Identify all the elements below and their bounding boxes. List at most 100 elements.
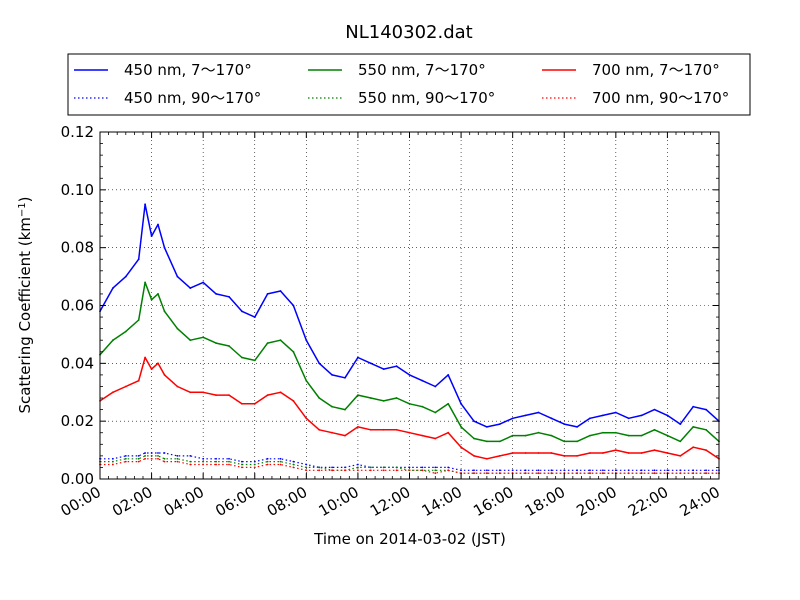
data-point [421,434,424,437]
y-tick-label: 0.12 [61,123,94,141]
data-point [692,405,695,408]
data-point [666,452,669,454]
data-point [253,316,256,318]
data-point [589,469,591,472]
data-point [679,440,682,443]
data-point [202,463,205,466]
data-point [511,452,514,454]
data-point [395,428,398,431]
legend-label-5: 550 nm, 90～170° [358,89,495,107]
data-point [305,339,308,342]
data-point [602,469,604,472]
data-point [627,472,630,475]
data-point [705,408,707,411]
data-point [486,472,488,475]
data-point [614,469,617,472]
data-point [144,356,147,359]
data-point [614,431,617,434]
data-point [576,426,578,428]
data-point [150,368,153,370]
data-point [124,457,127,460]
data-point [473,455,475,457]
data-point [434,472,437,475]
data-point [550,472,553,475]
data-point [137,457,140,460]
data-point [331,405,333,408]
data-point [241,460,243,463]
data-point [473,472,475,475]
data-point [653,472,656,475]
data-point [150,452,153,454]
data-point [318,466,321,469]
data-point [511,434,514,437]
data-point [447,374,450,376]
data-point [537,452,540,454]
data-point [666,469,669,472]
data-point [215,342,218,344]
data-point [666,434,669,437]
data-point [653,449,656,451]
data-point [614,449,617,451]
data-point [305,466,308,469]
data-point [344,466,346,469]
data-point [176,455,179,457]
data-point [292,304,295,307]
data-point [241,402,243,405]
data-point [653,428,656,431]
data-point [279,463,282,466]
data-point [408,469,411,472]
data-point [305,463,308,466]
data-point [144,203,147,206]
data-point [112,287,114,289]
data-point [589,452,591,454]
data-point [705,472,707,475]
data-point [215,463,218,466]
data-point [292,466,295,469]
data-point [640,434,643,437]
data-point [602,414,604,417]
data-point [189,339,192,342]
data-point [344,376,346,379]
data-point [511,417,514,420]
data-point [241,466,243,469]
data-point [305,379,308,382]
data-point [241,310,243,313]
data-point [357,466,359,469]
data-point [460,402,462,405]
data-point [486,457,488,460]
data-point [473,469,475,472]
data-point [589,472,591,475]
data-point [253,402,256,405]
data-point [331,466,333,469]
data-point [189,455,192,457]
data-point [344,469,346,472]
data-point [124,455,127,457]
data-point [576,440,578,443]
data-point [666,414,669,417]
data-point [369,466,372,469]
data-point [421,469,424,472]
data-point [473,437,475,440]
data-point [692,469,695,472]
data-point [228,460,230,463]
data-point [692,426,695,428]
data-point [163,246,166,249]
y-tick-label: 0.08 [61,239,94,257]
data-point [369,397,372,399]
data-point [344,434,346,437]
legend-label-4: 450 nm, 90～170° [124,89,261,107]
data-point [228,345,230,347]
data-point [112,460,114,463]
data-point [176,385,179,388]
data-point [537,411,540,414]
data-point [498,440,501,443]
data-point [602,452,604,454]
data-point [486,426,488,428]
data-point [318,469,321,472]
data-point [157,457,159,460]
data-point [228,463,230,466]
data-point [434,385,437,388]
data-point [486,469,488,472]
y-axis-label-main: Scattering Coefficient (km [16,217,34,413]
